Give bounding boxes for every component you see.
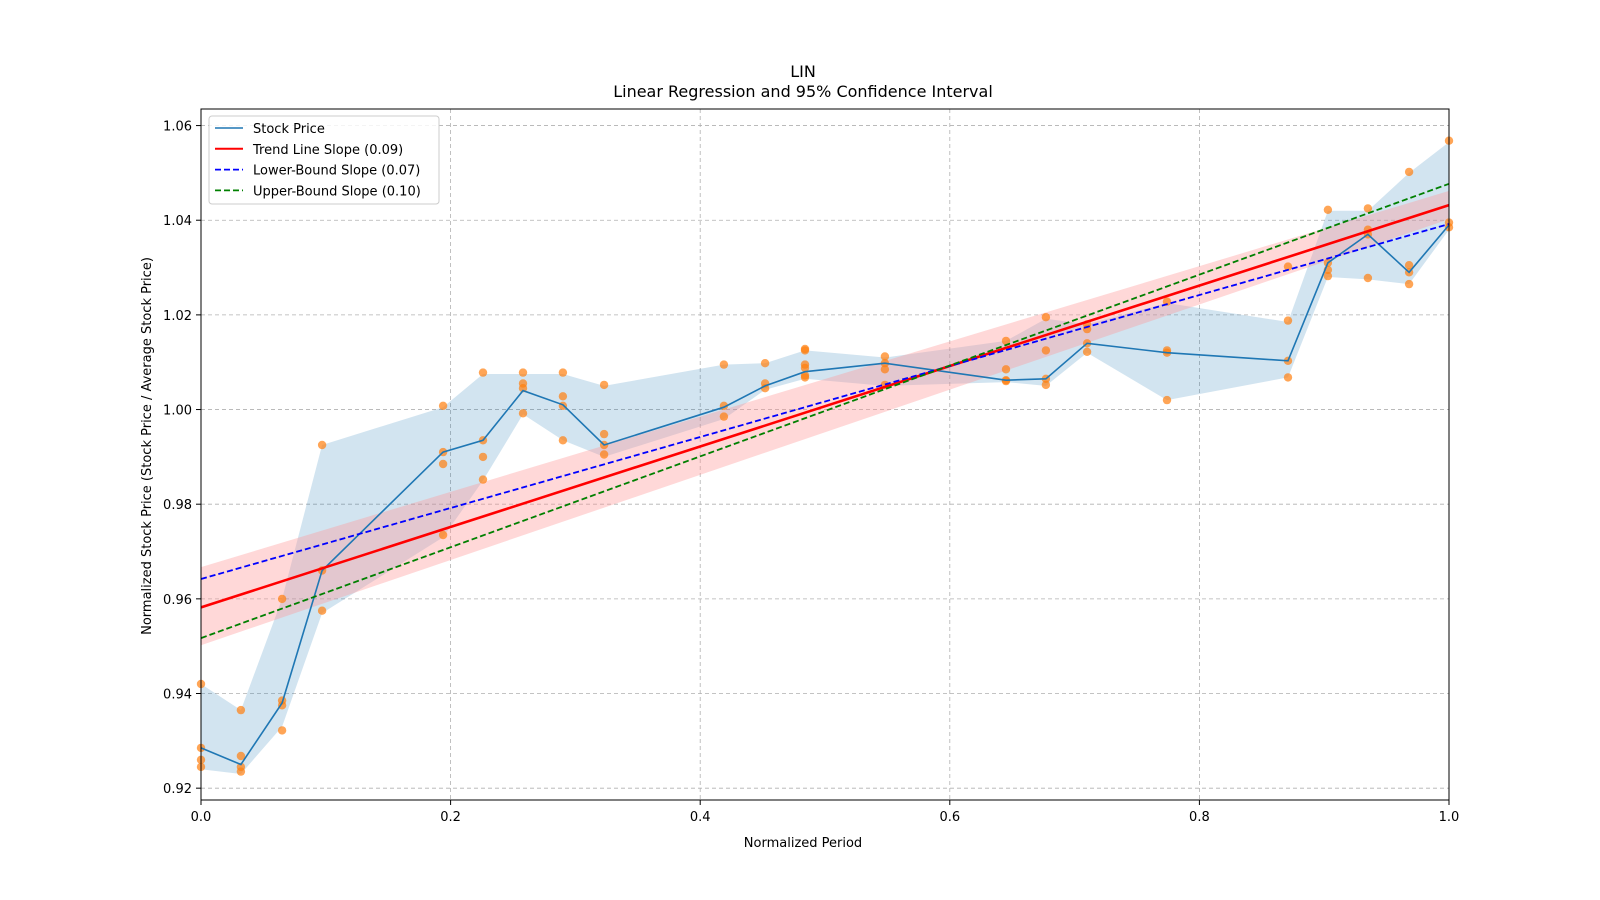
upper-bound-line (200, 182, 1450, 639)
scatter-point (518, 368, 528, 377)
scatter-point (438, 530, 448, 540)
x-tick-label: 0.8 (1189, 810, 1210, 825)
scatter-point (558, 368, 568, 377)
scatter-point (277, 594, 287, 604)
scatter-point (599, 429, 609, 439)
scatter-point (599, 380, 609, 390)
scatter-point (558, 436, 568, 445)
scatter-point (438, 459, 448, 469)
x-tick-label: 0.4 (690, 810, 711, 825)
x-tick-label: 0.6 (939, 810, 960, 825)
y-tick-label: 0.92 (163, 782, 192, 797)
scatter-point (1323, 271, 1333, 281)
scatter-point (1363, 273, 1373, 283)
scatter-point (1041, 346, 1051, 355)
y-tick-label: 1.00 (163, 404, 192, 419)
chart-title: LIN (790, 62, 816, 81)
scatter-point (719, 360, 729, 369)
x-axis-label: Normalized Period (744, 836, 862, 851)
scatter-point (1041, 313, 1051, 322)
scatter-point (558, 392, 568, 401)
scatter-point (719, 412, 729, 421)
scatter-point (800, 373, 810, 382)
y-tick-label: 0.94 (163, 688, 192, 703)
legend-label: Lower-Bound Slope (0.07) (253, 164, 420, 179)
scatter-point (880, 352, 890, 361)
scatter-point (236, 751, 246, 761)
chart-subtitle: Linear Regression and 95% Confidence Int… (613, 82, 993, 101)
legend-box (208, 115, 440, 205)
x-tick-label: 1.0 (1439, 810, 1460, 825)
axes (196, 108, 1450, 805)
legend-label: Trend Line Slope (0.09) (252, 143, 403, 158)
stock-price-band (201, 142, 1449, 775)
scatter-point (277, 726, 287, 735)
scatter-point (1323, 205, 1333, 214)
scatter-point (317, 606, 327, 615)
scatter-point (478, 452, 488, 462)
y-tick-label: 1.06 (163, 120, 192, 135)
scatter-point (1404, 279, 1414, 289)
y-axis-label: Normalized Stock Price (Stock Price / Av… (140, 257, 155, 635)
y-tick-label: 1.04 (163, 214, 192, 229)
legend: Stock Price Trend Line Slope (0.09) Lower-… (208, 115, 440, 205)
scatter-point (236, 767, 246, 776)
scatter-point (1283, 316, 1293, 325)
scatter-point (1283, 373, 1293, 382)
scatter-point (1162, 297, 1172, 306)
scatter-point (880, 365, 890, 374)
scatter-point (1041, 380, 1051, 390)
scatter-point (1162, 395, 1172, 405)
scatter-point (236, 705, 246, 715)
tick-labels: 0.0 0.2 0.4 0.6 0.8 1.0 0.92 0.94 0.96 0.98 1.00 1.… (163, 120, 1459, 825)
scatter-point (438, 401, 448, 410)
x-tick-label: 0.2 (440, 810, 461, 825)
scatter-point (518, 409, 528, 418)
plot-frame (200, 108, 1450, 801)
legend-label: Upper-Bound Slope (0.10) (253, 184, 421, 199)
scatter-point (1001, 365, 1011, 374)
scatter-point (478, 475, 488, 484)
scatter-point (1001, 336, 1011, 346)
scatter-point (1404, 261, 1414, 270)
trend-line (200, 203, 1450, 609)
legend-label: Stock Price (253, 122, 325, 137)
y-tick-label: 1.02 (163, 309, 192, 324)
scatter-point (1363, 204, 1373, 213)
grid (200, 109, 1450, 800)
stock-price-line (200, 224, 1450, 766)
stock-price-band-layer (201, 142, 1449, 775)
y-tick-label: 0.98 (163, 498, 192, 513)
scatter-point (478, 368, 488, 377)
series-lines (200, 182, 1450, 766)
scatter-point (1001, 376, 1011, 386)
x-tick-label: 0.0 (191, 810, 212, 825)
scatter-point (800, 346, 810, 355)
scatter-point (800, 363, 810, 373)
scatter-point (317, 440, 327, 450)
scatter-point (1404, 167, 1414, 177)
y-tick-label: 0.96 (163, 593, 192, 608)
scatter-point (1082, 347, 1092, 356)
scatter-point (599, 450, 609, 459)
scatter-point (1283, 262, 1293, 271)
scatter-point (760, 359, 770, 368)
lower-bound-line (200, 223, 1450, 580)
scatter-point (518, 384, 528, 393)
